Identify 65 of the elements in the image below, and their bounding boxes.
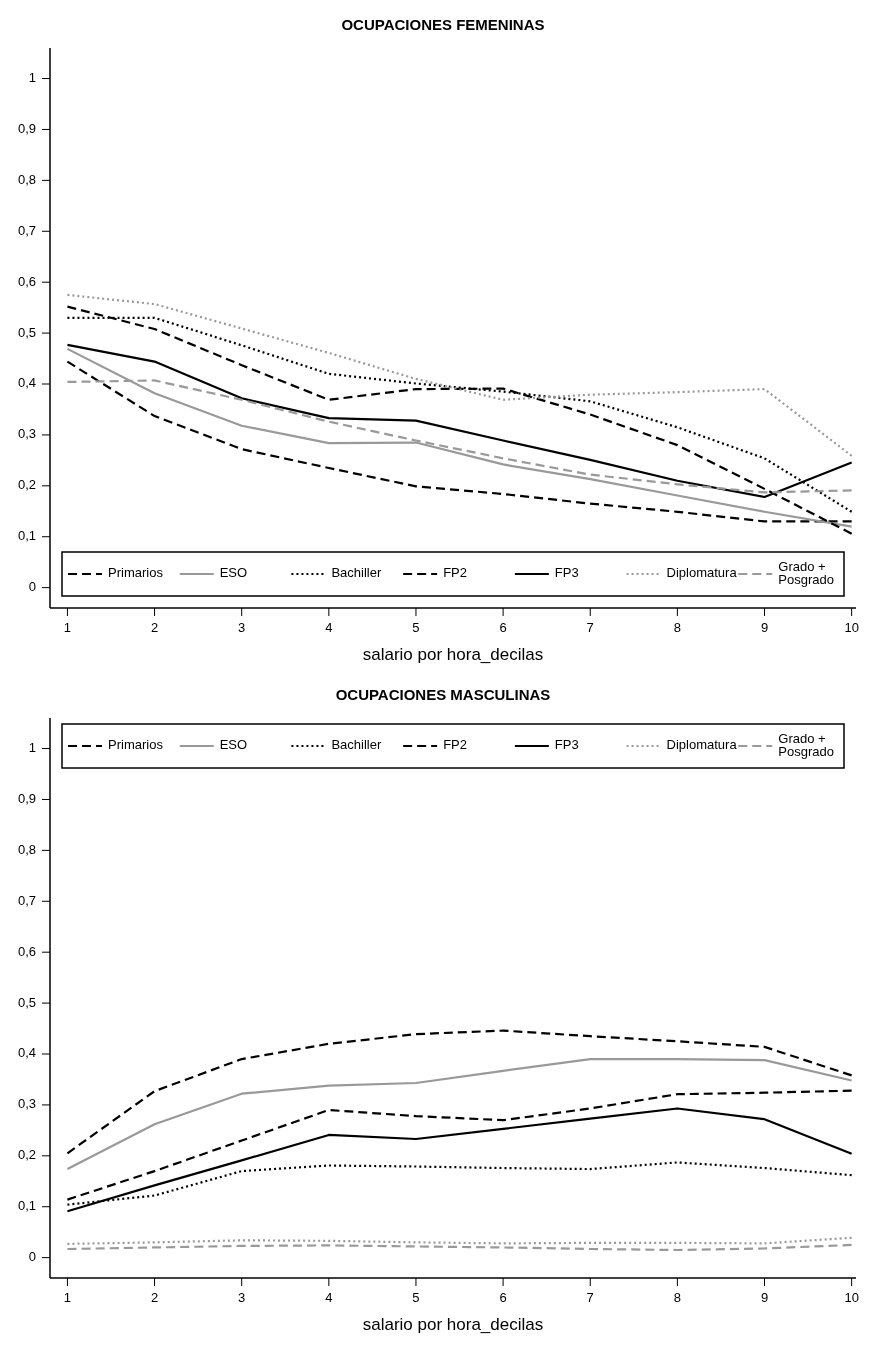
line-series [66,293,853,457]
y-tick-label: 0,9 [17,120,36,136]
line-series [66,1029,853,1155]
x-tick-label: 10 [844,620,859,635]
y-tick-label: 0,1 [17,528,36,544]
legend-label: Bachiller [331,565,382,581]
y-tick-label: 0,1 [17,1198,36,1214]
x-tick-label: 2 [150,1290,159,1305]
x-tick-label: 6 [499,1290,507,1305]
y-tick-label: 0,8 [17,171,36,187]
y-tick-label: 0,4 [17,1045,36,1061]
y-tick-label: 0,5 [17,994,36,1010]
x-tick-label: 8 [673,1290,681,1305]
y-tick-label: 1 [28,739,36,755]
x-tick-label: 10 [844,1290,859,1305]
legend-label: Bachiller [331,737,382,753]
x-tick-label: 4 [325,620,333,635]
legend-label: FP2 [443,565,467,581]
x-tick-label: 3 [238,620,246,635]
y-tick-label: 0 [28,1249,36,1265]
y-tick-label: 0,6 [17,273,36,289]
x-tick-label: 4 [325,1290,333,1305]
x-tick-label: 7 [586,1290,594,1305]
line-series [66,1057,853,1171]
x-tick-label: 9 [760,620,769,635]
x-tick-label: 6 [499,620,507,635]
x-tick-label: 8 [673,620,681,635]
legend-label: FP2 [443,737,467,753]
y-tick-label: 1 [28,69,36,85]
legend-label: Diplomatura [666,737,738,753]
legend-label: Grado + Posgrado [778,730,834,759]
legend-label: Primarios [108,565,164,581]
x-tick-label: 2 [150,620,159,635]
legend-label: ESO [219,737,248,753]
x-tick-label: 5 [412,1290,420,1305]
legend-label: Grado + Posgrado [778,558,834,587]
legend-label: FP3 [554,737,579,753]
y-tick-label: 0,2 [17,477,36,493]
y-tick-label: 0,7 [17,222,36,238]
x-axis-title: salario por hora_decilas [362,645,544,664]
x-tick-label: 1 [63,1290,72,1305]
legend-label: Diplomatura [666,565,738,581]
y-tick-label: 0,8 [17,841,36,857]
y-tick-label: 0,6 [17,943,36,959]
y-tick-label: 0,7 [17,892,36,908]
y-tick-label: 0,9 [17,790,36,806]
y-tick-label: 0,3 [17,1096,36,1112]
x-axis-title: salario por hora_decilas [362,1315,544,1334]
chart-title: OCUPACIONES FEMENINAS [341,16,545,33]
y-tick-label: 0,5 [17,324,36,340]
x-tick-label: 1 [63,620,72,635]
legend-label: ESO [219,565,248,581]
line-series [66,1089,853,1201]
line-series [66,1107,853,1213]
chart-title: OCUPACIONES MASCULINAS [335,686,551,703]
y-tick-label: 0 [28,579,36,595]
legend-label: Primarios [108,737,164,753]
y-tick-label: 0,3 [17,426,36,442]
x-tick-label: 7 [586,620,594,635]
legend-label: FP3 [554,565,579,581]
x-tick-label: 9 [760,1290,769,1305]
x-tick-label: 3 [238,1290,246,1305]
x-tick-label: 5 [412,620,420,635]
y-tick-label: 0,4 [17,375,36,391]
y-tick-label: 0,2 [17,1147,36,1163]
